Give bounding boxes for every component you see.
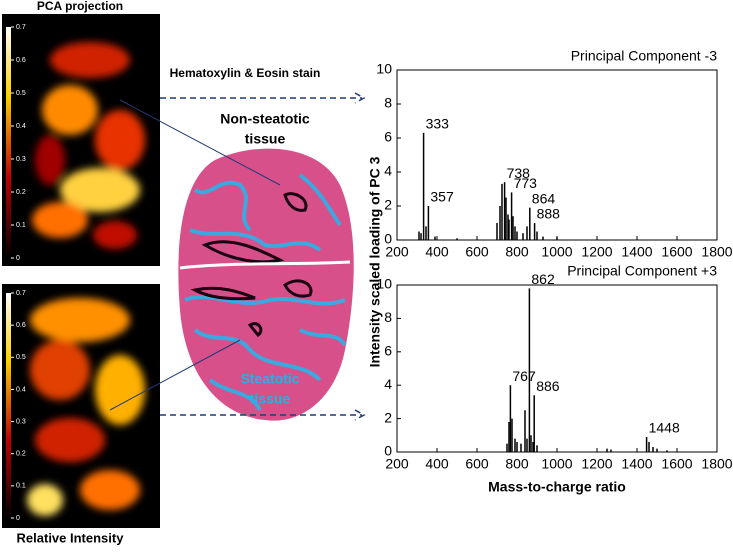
colorbar-tick-label: 0.3 bbox=[16, 418, 26, 425]
x-tick-label: 1200 bbox=[581, 244, 612, 260]
chart-title: Principal Component +3 bbox=[567, 263, 717, 279]
left-title: PCA projection bbox=[37, 0, 123, 13]
x-tick-label: 600 bbox=[465, 244, 489, 260]
x-tick-label: 200 bbox=[385, 456, 409, 472]
colorbar-tick-label: 0.2 bbox=[16, 451, 26, 458]
x-tick-label: 800 bbox=[505, 244, 529, 260]
x-tick-label: 1400 bbox=[621, 456, 652, 472]
heatmap-bottom bbox=[2, 284, 160, 528]
colorbar-tick-label: 0.7 bbox=[16, 24, 26, 31]
heatmap-top bbox=[2, 14, 160, 266]
y-tick-label: 6 bbox=[384, 129, 392, 145]
x-tick-label: 1000 bbox=[541, 456, 572, 472]
peak-label: 1448 bbox=[649, 420, 680, 436]
colorbar-tick-label: 0.4 bbox=[16, 386, 26, 393]
colorbar-tick-label: 0.6 bbox=[16, 57, 26, 64]
x-tick-label: 400 bbox=[425, 456, 449, 472]
y-tick-label: 10 bbox=[376, 276, 392, 292]
colorbar-tick-label: 0.4 bbox=[16, 123, 26, 130]
y-tick-label: 4 bbox=[384, 376, 392, 392]
x-tick-label: 1000 bbox=[541, 244, 572, 260]
left-bottom-label: Relative Intensity bbox=[17, 530, 125, 545]
x-tick-label: 400 bbox=[425, 244, 449, 260]
y-tick-label: 0 bbox=[384, 443, 392, 459]
peak-label: 333 bbox=[426, 116, 450, 132]
steatotic-label: tissue bbox=[250, 391, 291, 407]
x-tick-label: 1400 bbox=[621, 244, 652, 260]
colorbar-tick-label: 0.5 bbox=[16, 354, 26, 361]
y-tick-label: 4 bbox=[384, 163, 392, 179]
peak-label: 773 bbox=[514, 175, 538, 191]
tissue-image bbox=[178, 148, 354, 421]
colorbar-tick-label: 0 bbox=[16, 255, 20, 262]
x-tick-label: 800 bbox=[505, 456, 529, 472]
peak-label: 862 bbox=[531, 271, 555, 287]
y-tick-label: 8 bbox=[384, 309, 392, 325]
y-tick-label: 6 bbox=[384, 343, 392, 359]
colorbar-tick-label: 0.6 bbox=[16, 322, 26, 329]
colorbar bbox=[6, 27, 11, 258]
stain-label: Hematoxylin & Eosin stain bbox=[170, 66, 321, 80]
steatotic-label: Steatotic bbox=[240, 371, 299, 387]
x-tick-label: 1600 bbox=[661, 456, 692, 472]
x-tick-label: 1600 bbox=[661, 244, 692, 260]
colorbar-tick-label: 0.3 bbox=[16, 156, 26, 163]
y-axis-label: Intensity scaled loading of PC 3 bbox=[367, 156, 383, 367]
y-tick-label: 2 bbox=[384, 409, 392, 425]
arrows bbox=[109, 92, 366, 421]
peak-label: 888 bbox=[537, 206, 561, 222]
non-steatotic-label: tissue bbox=[245, 131, 286, 147]
colorbar-tick-label: 0.1 bbox=[16, 222, 26, 229]
colorbar-tick-label: 0.2 bbox=[16, 189, 26, 196]
non-steatotic-label: Non-steatotic bbox=[220, 111, 310, 127]
x-tick-label: 1200 bbox=[581, 456, 612, 472]
peak-label: 738 bbox=[507, 165, 531, 181]
y-tick-label: 10 bbox=[376, 61, 392, 77]
colorbar-tick-label: 0.7 bbox=[16, 290, 26, 297]
peak-label: 886 bbox=[536, 378, 560, 394]
x-tick-label: 200 bbox=[385, 244, 409, 260]
peak-label: 767 bbox=[512, 368, 536, 384]
colorbar bbox=[6, 293, 11, 518]
x-axis-label: Mass-to-charge ratio bbox=[488, 479, 626, 495]
colorbar-tick-label: 0.1 bbox=[16, 483, 26, 490]
colorbar-tick-label: 0.5 bbox=[16, 90, 26, 97]
x-tick-label: 600 bbox=[465, 456, 489, 472]
peak-label: 864 bbox=[532, 190, 556, 206]
y-tick-label: 8 bbox=[384, 95, 392, 111]
colorbar-tick-label: 0 bbox=[16, 515, 20, 522]
peak-label: 357 bbox=[430, 189, 454, 205]
x-tick-label: 1800 bbox=[701, 244, 732, 260]
y-tick-label: 2 bbox=[384, 197, 392, 213]
x-tick-label: 1800 bbox=[701, 456, 732, 472]
y-tick-label: 0 bbox=[384, 231, 392, 247]
chart-title: Principal Component -3 bbox=[571, 48, 718, 64]
